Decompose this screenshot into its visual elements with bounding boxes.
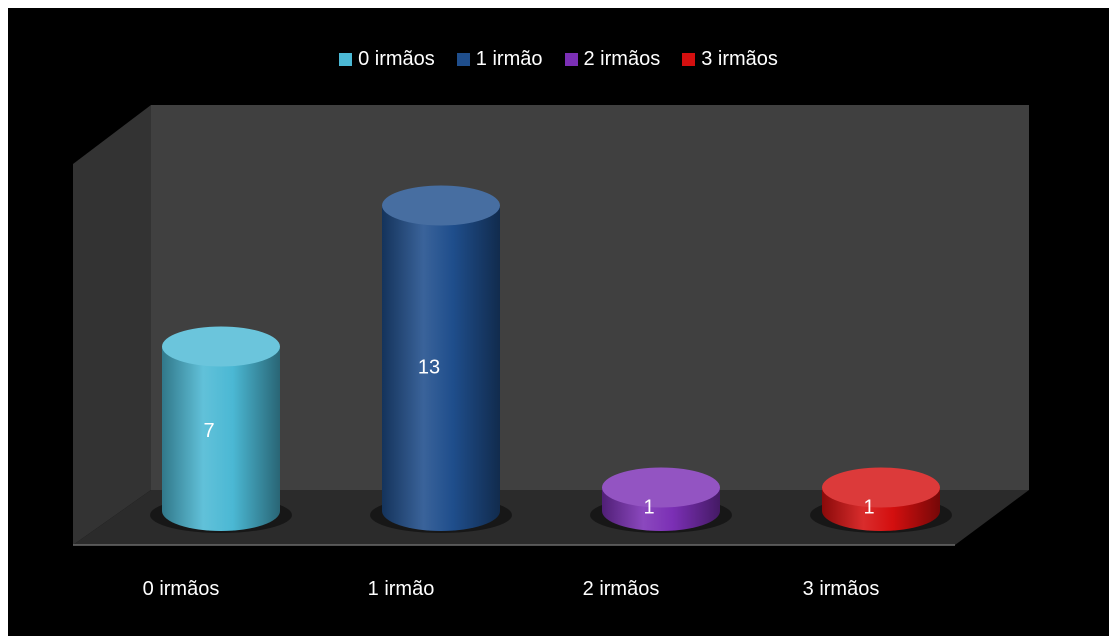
floor	[73, 490, 1029, 545]
legend-label-1: 1 irmão	[475, 47, 543, 70]
bar-top-3	[822, 467, 940, 508]
chart-frame: 0 irmãos 1 irmão 2 irmãos 3 irmãos 7 0 ir…	[8, 8, 1109, 636]
legend-swatch-3	[682, 52, 696, 66]
bar-top-2	[602, 467, 720, 508]
side-wall	[73, 105, 151, 545]
legend: 0 irmãos 1 irmão 2 irmãos 3 irmãos	[8, 44, 1109, 74]
bar-body-1	[382, 205, 500, 531]
bar-top-0	[162, 326, 280, 367]
bar-body-0	[162, 346, 280, 531]
legend-swatch-2	[564, 52, 578, 66]
legend-label-3: 3 irmãos	[701, 47, 778, 70]
bars-layer	[150, 185, 952, 533]
category-label-1: 1 irmão	[368, 578, 435, 600]
data-label-2: 1	[643, 497, 654, 519]
legend-label-2: 2 irmãos	[583, 47, 661, 70]
labels-layer: 7 0 irmãos 13 1 irmão 1 2 irmãos 1 3 irmãos	[143, 357, 880, 600]
legend-item-3: 3 irmãos	[682, 48, 778, 71]
plot-area: 7 0 irmãos 13 1 irmão 1 2 irmãos 1 3 irmãos	[73, 105, 1029, 600]
category-label-0: 0 irmãos	[143, 578, 220, 600]
legend-swatch-1	[456, 52, 470, 66]
legend-item-2: 2 irmãos	[564, 47, 661, 71]
data-label-0: 7	[203, 420, 214, 442]
legend-item-1: 1 irmão	[456, 47, 543, 71]
legend-item-0: 0 irmãos	[339, 48, 435, 71]
legend-swatch-0	[339, 52, 353, 66]
back-wall	[151, 105, 1029, 490]
category-label-2: 2 irmãos	[583, 578, 660, 600]
legend-label-0: 0 irmãos	[358, 47, 435, 70]
category-label-3: 3 irmãos	[803, 578, 880, 600]
data-label-1: 13	[418, 357, 440, 379]
data-label-3: 1	[863, 497, 874, 519]
bar-top-1	[382, 185, 500, 226]
